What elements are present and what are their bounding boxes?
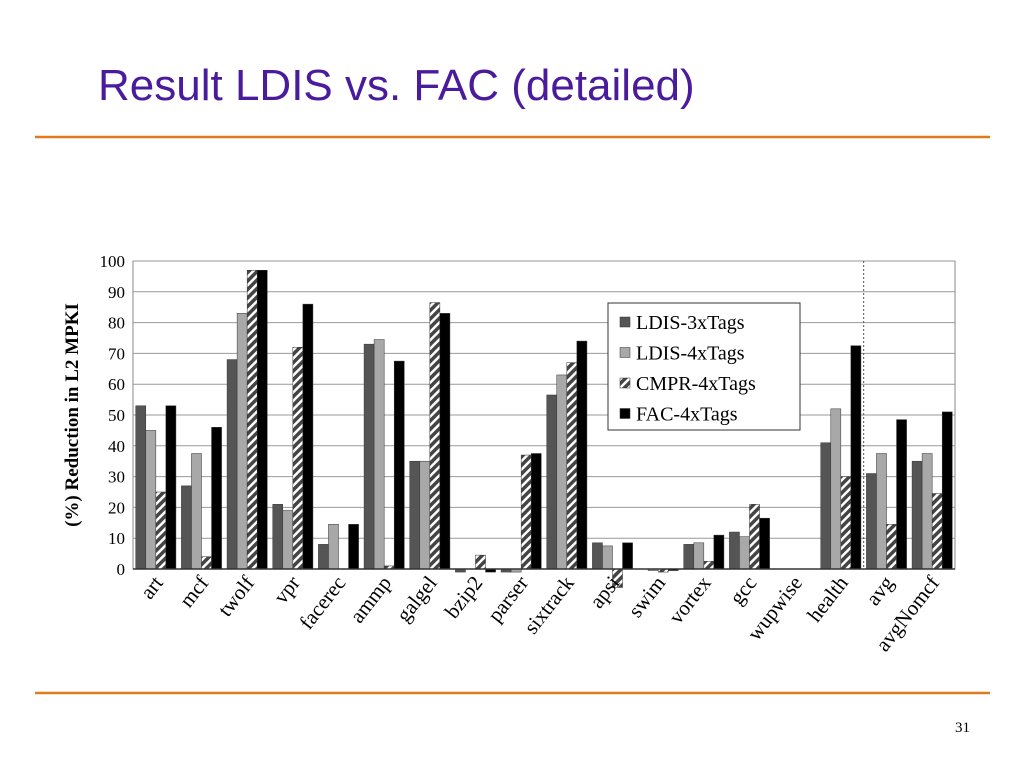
bar [749,504,760,570]
bar [739,536,750,570]
bar [419,460,431,570]
bar [363,343,375,570]
legend-swatch [619,408,631,419]
legend-label: LDIS-4xTags [636,343,745,365]
x-tick-label: galgel [391,571,442,626]
bar [546,394,558,570]
x-tick-label: ammp [345,571,396,627]
bar [292,346,304,570]
bar [896,419,907,570]
bar [236,313,248,570]
legend-swatch [619,377,631,389]
legend-swatch [619,347,631,358]
bar [439,313,451,570]
page-number: 31 [955,720,970,736]
y-tick-label: 100 [100,252,126,271]
bar [921,453,933,570]
bar [602,545,613,570]
bar [941,411,953,570]
bar [931,493,943,570]
bar [155,491,167,570]
bar [409,460,421,570]
y-tick-label: 80 [108,314,125,333]
bar [729,531,740,570]
bar [165,405,177,570]
x-tick-label: art [135,571,168,603]
bar [693,542,705,570]
bar [145,430,157,570]
x-tick-label: avg [861,571,899,610]
bar [246,269,258,570]
y-tick-label: 90 [108,283,125,302]
x-tick-label: swim [623,571,670,622]
legend-swatch [619,316,631,328]
bar [373,339,385,570]
y-tick-label: 20 [108,498,125,517]
bar [850,345,862,570]
bar [556,374,568,570]
slide-title: Result LDIS vs. FAC (detailed) [98,61,695,110]
x-tick-label: sixtrack [519,571,579,639]
bar [820,442,832,570]
bar [272,504,284,570]
bar [475,554,486,570]
bar [703,561,715,570]
bar [226,359,238,570]
bar [830,408,842,570]
bar [530,453,542,570]
y-tick-label: 0 [117,560,126,579]
bar [348,524,359,570]
legend-label: CMPR-4xTags [636,373,756,395]
x-tick-label: vpr [269,571,305,608]
x-tick-label: health [802,571,853,627]
x-tick-label: bzip2 [440,571,488,623]
bar [576,340,588,570]
bar [328,524,339,570]
x-tick-label: twolf [213,571,259,621]
y-tick-label: 10 [108,529,125,548]
bar [135,405,147,570]
bar [191,453,202,570]
bar [759,517,770,570]
bar [566,362,578,570]
bar [876,453,887,570]
bar [886,524,897,570]
bar [302,303,314,570]
bar [713,534,725,570]
bar [181,485,192,570]
bar [520,454,532,570]
y-tick-label: 30 [108,468,125,487]
bar [911,460,923,570]
bar [256,269,268,570]
y-tick-label: 60 [108,375,125,394]
x-tick-label: vortex [664,571,716,628]
y-tick-label: 40 [108,437,125,456]
legend-label: FAC-4xTags [636,404,738,426]
y-tick-label: 70 [108,344,125,363]
bar [201,556,212,570]
bar [393,360,405,570]
x-tick-label: facerec [294,571,350,634]
bar [840,476,852,570]
legend-box [607,302,801,431]
bar [318,544,329,570]
y-axis-label: (%) Reduction in L2 MPKI [62,303,83,527]
bar [592,542,603,570]
y-tick-label: 50 [108,406,125,425]
legend-label: LDIS-3xTags [636,312,745,334]
bar [622,542,633,570]
bar [429,302,441,570]
x-tick-label: gcc [725,571,762,609]
x-tick-label: mcf [174,571,213,612]
bar [282,510,294,570]
bar [211,427,222,570]
bar [866,473,877,570]
bar [683,544,695,570]
